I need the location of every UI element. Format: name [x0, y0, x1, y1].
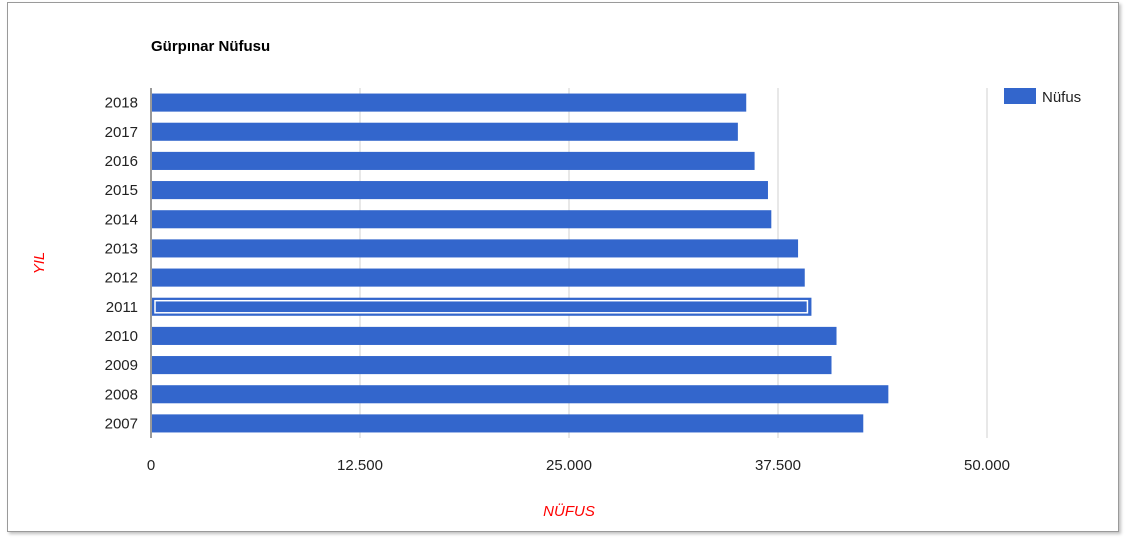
y-tick-label: 2012: [105, 270, 138, 287]
x-tick-label: 0: [147, 457, 155, 474]
bar-2015[interactable]: [152, 181, 768, 200]
y-tick-label: 2008: [105, 386, 138, 403]
y-tick-label: 2009: [105, 357, 138, 374]
x-tick-label: 37.500: [755, 457, 801, 474]
x-axis-title: NÜFUS: [543, 502, 595, 520]
bar-2013[interactable]: [152, 239, 799, 258]
bar-2012[interactable]: [152, 268, 805, 287]
y-tick-label: 2007: [105, 415, 138, 432]
x-tick-label: 50.000: [964, 457, 1010, 474]
bar-highlight-2011: [154, 299, 809, 314]
y-tick-label: 2011: [106, 299, 138, 316]
x-tick-label: 25.000: [546, 457, 592, 474]
gridlines: [359, 88, 988, 438]
x-tick-label: 12.500: [337, 457, 383, 474]
y-tick-label: 2013: [105, 240, 138, 257]
legend-swatch: [1004, 88, 1036, 104]
bar-2011[interactable]: [152, 297, 812, 316]
bar-2018[interactable]: [152, 93, 747, 112]
y-tick-labels: 2018 2017 2016 2015 2014 2013 2012 2011 2010 2009…: [105, 95, 138, 433]
y-axis-title: YIL: [31, 252, 48, 275]
y-tick-label: 2014: [105, 211, 138, 228]
legend[interactable]: Nüfus: [1004, 88, 1081, 106]
legend-label: Nüfus: [1042, 89, 1081, 106]
bar-2009[interactable]: [152, 356, 832, 375]
y-tick-label: 2015: [105, 182, 138, 199]
bar-2014[interactable]: [152, 210, 772, 229]
bar-2007[interactable]: [152, 414, 864, 433]
y-tick-label: 2017: [105, 124, 138, 141]
bar-2016[interactable]: [152, 151, 755, 170]
chart-frame: [7, 2, 1119, 532]
chart-title: Gürpınar Nüfusu: [151, 38, 270, 55]
bar-2008[interactable]: [152, 385, 889, 404]
x-tick-labels: 0 12.500 25.000 37.500 50.000: [147, 457, 1010, 474]
bar-2017[interactable]: [152, 122, 738, 141]
bars: [152, 93, 889, 433]
y-tick-label: 2010: [105, 328, 138, 345]
y-tick-label: 2018: [105, 95, 138, 112]
y-tick-label: 2016: [105, 153, 138, 170]
bar-2010[interactable]: [152, 326, 837, 345]
